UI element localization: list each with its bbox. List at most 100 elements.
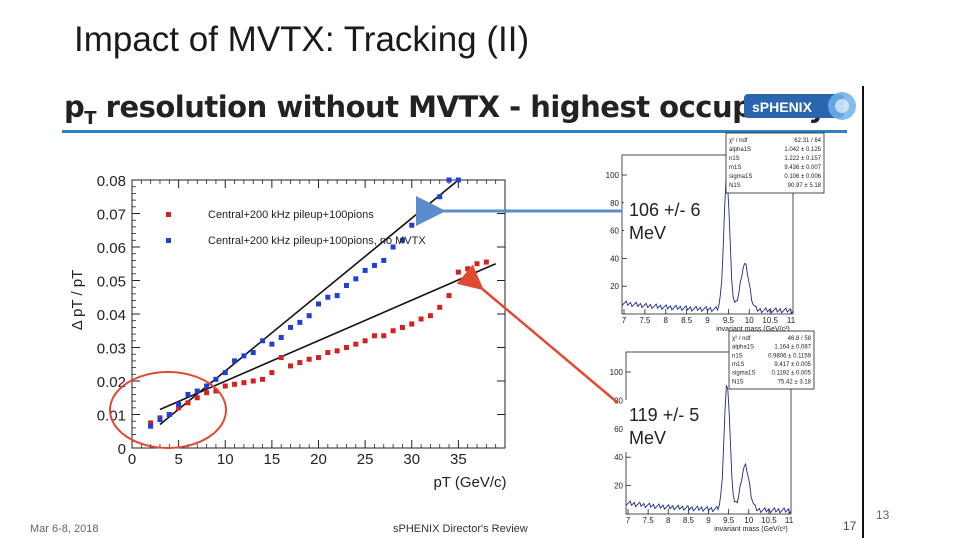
inset-y-tick-label: 100: [610, 368, 624, 377]
data-point-red: [232, 381, 238, 387]
x-tick-label: 10: [217, 451, 234, 468]
y-tick-label: 0.02: [97, 374, 126, 391]
data-point-red: [269, 370, 275, 376]
data-point-blue: [157, 417, 163, 423]
data-point-red: [371, 333, 377, 339]
data-point-red: [222, 383, 228, 389]
inset-x-tick-label: 10: [745, 316, 754, 325]
page-number-outer: 13: [876, 508, 890, 522]
fit-line: [159, 263, 496, 411]
footer-review: sPHENIX Director's Review: [393, 523, 528, 535]
inset-x-tick-label: 9: [705, 316, 710, 325]
data-point-red: [446, 293, 452, 299]
inset-y-tick-label: 20: [610, 282, 619, 291]
banner-title-sub: T: [84, 107, 97, 129]
data-point-red: [148, 420, 154, 426]
data-point-red: [241, 380, 247, 386]
data-point-blue: [213, 376, 219, 382]
footer-date: Mar 6-8, 2018: [30, 523, 99, 535]
data-point-red: [278, 355, 284, 361]
inset-stat-name: sigma1S: [729, 174, 752, 180]
inset-stat-value: 62.31 / 64: [794, 138, 821, 144]
data-point-red: [194, 395, 200, 401]
data-point-blue: [455, 177, 461, 183]
inset-x-tick-label: 10: [744, 516, 753, 525]
annotation-line1: 106 +/- 6: [629, 200, 701, 220]
inset-stat-name: m1S: [732, 362, 744, 368]
inset-stats-box: [728, 330, 815, 390]
inset-stat-value: 90.97 ± 5.18: [788, 183, 822, 189]
banner-title-rest: resolution without MVTX - highest occupa…: [96, 90, 828, 124]
inset-stat-name: alpha1S: [732, 345, 754, 351]
x-tick-label: 5: [174, 451, 182, 468]
y-axis-label: Δ pT / pT: [69, 270, 86, 331]
data-point-blue: [353, 276, 359, 282]
inset-stat-name: alpha1S: [729, 147, 751, 153]
data-point-blue: [269, 341, 275, 347]
inset-x-tick-label: 7.5: [643, 516, 655, 525]
inset-x-tick-label: 7: [622, 316, 627, 325]
inset-stat-value: 75.42 ± 3.18: [778, 379, 812, 385]
inset-stat-name: χ² / ndf: [729, 138, 748, 144]
data-point-red: [409, 321, 415, 327]
data-point-red: [297, 360, 303, 366]
data-point-red: [185, 400, 191, 406]
inset-stats-box: [725, 132, 825, 194]
inset-x-tick-label: 7.5: [639, 316, 651, 325]
logo-inner: [835, 99, 849, 113]
inset-x-tick-label: 10.5: [762, 316, 778, 325]
inset-stat-name: χ² / ndf: [732, 336, 751, 342]
x-tick-label: 20: [310, 451, 327, 468]
data-point-red: [343, 345, 349, 350]
data-point-blue: [437, 194, 443, 200]
inset-x-tick-label: 8.5: [681, 316, 693, 325]
inset-x-tick-label: 7: [626, 516, 631, 525]
banner-title-p: p: [64, 90, 85, 124]
inset-stat-name: n1S: [732, 353, 743, 359]
inset-stat-value: 1.222 ± 0.157: [784, 156, 821, 162]
annotation-line2: MeV: [629, 428, 666, 448]
data-point-blue: [194, 388, 200, 394]
data-point-red: [437, 304, 443, 310]
inset-stat-value: 1.042 ± 0.125: [784, 147, 821, 153]
highlight-ellipse: [109, 371, 227, 449]
y-tick-label: 0: [118, 441, 126, 458]
legend-marker: [166, 212, 171, 217]
inset-stat-name: N1S: [729, 183, 741, 189]
main-plot-group: 00.010.020.030.040.050.060.070.080 5 10 15 2…: [69, 132, 825, 533]
legend-label: Central+200 kHz pileup+100pions, no MVTX: [208, 235, 426, 247]
inset-histogram: [621, 180, 794, 314]
legend-label: Central+200 kHz pileup+100pions: [208, 209, 374, 221]
y-tick-label: 0.06: [97, 240, 126, 257]
inset-x-tick-label: 8.5: [683, 516, 695, 525]
inset-histogram: [625, 385, 792, 514]
banner-rule: [62, 130, 847, 133]
data-point-blue: [325, 294, 331, 300]
data-point-blue: [222, 370, 228, 376]
data-point-blue: [334, 293, 340, 299]
y-tick-label: 0.05: [97, 274, 126, 291]
logo-box: [744, 94, 844, 118]
data-point-blue: [399, 237, 405, 243]
data-point-blue: [362, 267, 368, 273]
data-point-blue: [204, 383, 210, 389]
inset-x-tick-label: 9.5: [723, 316, 735, 325]
data-point-red: [399, 324, 405, 330]
x-tick-label: 30: [403, 451, 420, 468]
inset-x-tick-label: 10.5: [761, 516, 777, 525]
inset-stat-name: n1S: [729, 156, 740, 162]
legend-marker: [166, 238, 171, 243]
sphenix-logo: sPHENIX: [744, 92, 856, 120]
data-point-red: [483, 259, 489, 265]
data-point-blue: [260, 338, 266, 344]
inset-stat-name: N1S: [732, 379, 744, 385]
data-point-blue: [371, 262, 377, 268]
data-point-red: [176, 405, 182, 411]
inset-y-tick-label: 60: [614, 425, 623, 434]
data-point-blue: [409, 222, 415, 228]
data-point-red: [455, 269, 461, 275]
data-point-blue: [390, 244, 396, 250]
inset-x-axis-label: invariant mass (GeV/c²): [716, 326, 790, 333]
inset-y-tick-label: 80: [610, 199, 619, 208]
